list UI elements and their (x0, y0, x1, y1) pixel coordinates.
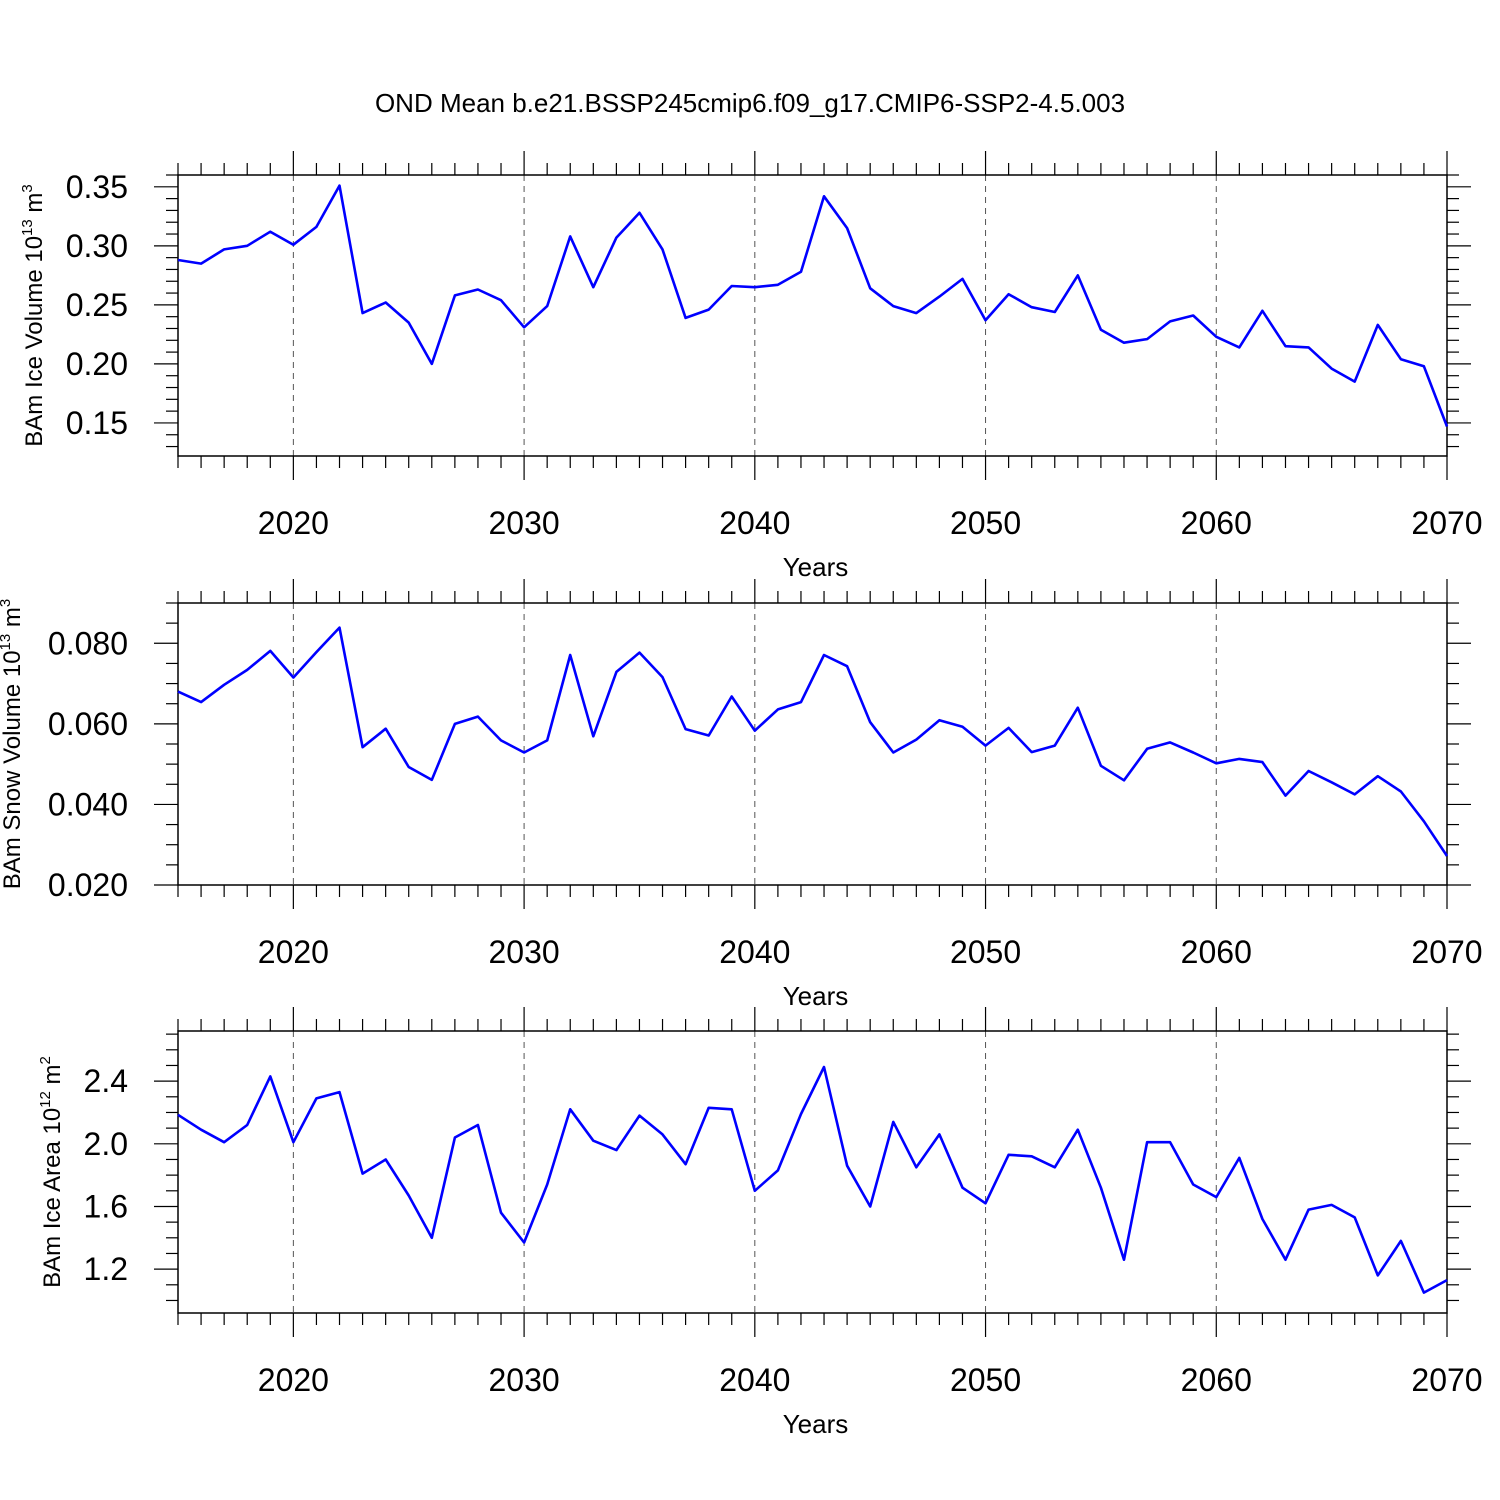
series-line (177, 184, 1449, 427)
y-tick-label: 0.15 (66, 405, 128, 441)
plot-frame (177, 174, 1448, 457)
y-axis-label-ylabel-exp: 13 (0, 634, 14, 651)
y-tick-label: 2.4 (84, 1063, 128, 1099)
x-tick-label: 2020 (258, 934, 329, 970)
x-tick-label: 2030 (488, 1362, 559, 1398)
y-axis-label-space (21, 213, 48, 220)
y-axis-label-ylabel-unit: m (0, 607, 26, 627)
plot-frame (177, 1030, 1448, 1314)
y-tick-label: 0.060 (48, 706, 128, 742)
x-tick-label: 2060 (1181, 1362, 1252, 1398)
y-axis-label-space (39, 1084, 66, 1091)
y-axis-label-ylabel-unit: m (39, 1064, 66, 1084)
x-tick-label: 2050 (950, 1362, 1021, 1398)
y-tick-label: 0.30 (66, 228, 128, 264)
y-tick-label: 0.020 (48, 867, 128, 903)
y-tick-label: 1.6 (84, 1188, 128, 1224)
x-tick-label: 2030 (488, 934, 559, 970)
chart-panel-1: 2020 2030 2040 2050 2060 2070 Years 0.15 0.20 0.2… (19, 151, 1483, 582)
chart-title: OND Mean b.e21.BSSP245cmip6.f09_g17.CMIP… (375, 88, 1125, 118)
x-tick-label: 2070 (1411, 1362, 1482, 1398)
y-axis-label-ylabel-unit-exp: 2 (37, 1056, 54, 1064)
y-axis-label-ylabel-unit: m (21, 193, 48, 213)
x-axis-label: Years (783, 1409, 849, 1439)
y-axis-label-ylabel-main: BAm Snow Volume 10 (0, 650, 26, 889)
x-tick-label: 2020 (258, 1362, 329, 1398)
series-line (177, 626, 1449, 857)
y-tick-label: 1.2 (84, 1251, 128, 1287)
y-tick-label: 2.0 (84, 1126, 128, 1162)
series-line (177, 1065, 1448, 1294)
chart-panel-2: 2020 2030 2040 2050 2060 2070 Years 0.020 0.040 0… (0, 579, 1483, 1011)
chart-panel-3: 2020 2030 2040 2050 2060 2070 Years 1.2 1.6 2.0 2.… (37, 1007, 1483, 1439)
y-axis-label-ylabel-unit-exp: 3 (19, 184, 36, 192)
y-axis-label: BAm Snow Volume 1013 m3 (0, 599, 26, 890)
y-tick-label: 0.20 (66, 346, 128, 382)
y-axis-label-space (0, 627, 26, 634)
x-tick-label: 2070 (1411, 934, 1482, 970)
x-tick-label: 2020 (258, 505, 329, 541)
y-tick-label: 0.25 (66, 287, 128, 323)
x-tick-label: 2070 (1411, 505, 1482, 541)
x-tick-label: 2030 (488, 505, 559, 541)
y-axis-label-ylabel-unit-exp: 3 (0, 599, 14, 607)
y-axis-label-ylabel-main: BAm Ice Area 10 (39, 1108, 66, 1288)
x-tick-label: 2040 (719, 505, 790, 541)
y-tick-label: 0.080 (48, 625, 128, 661)
x-tick-label: 2050 (950, 934, 1021, 970)
y-tick-label: 0.35 (66, 169, 128, 205)
x-tick-label: 2040 (719, 934, 790, 970)
x-tick-label: 2060 (1181, 505, 1252, 541)
y-axis-label-ylabel-exp: 12 (37, 1091, 54, 1108)
x-axis-label: Years (783, 552, 849, 582)
y-axis-label: BAm Ice Area 1012 m2 (37, 1056, 66, 1288)
y-axis-label-ylabel-exp: 13 (19, 219, 36, 236)
x-tick-label: 2040 (719, 1362, 790, 1398)
x-axis-label: Years (783, 981, 849, 1011)
x-tick-label: 2050 (950, 505, 1021, 541)
y-axis-label-ylabel-main: BAm Ice Volume 10 (21, 236, 48, 447)
x-tick-label: 2060 (1181, 934, 1252, 970)
y-tick-label: 0.040 (48, 786, 128, 822)
y-axis-label: BAm Ice Volume 1013 m3 (19, 184, 48, 446)
